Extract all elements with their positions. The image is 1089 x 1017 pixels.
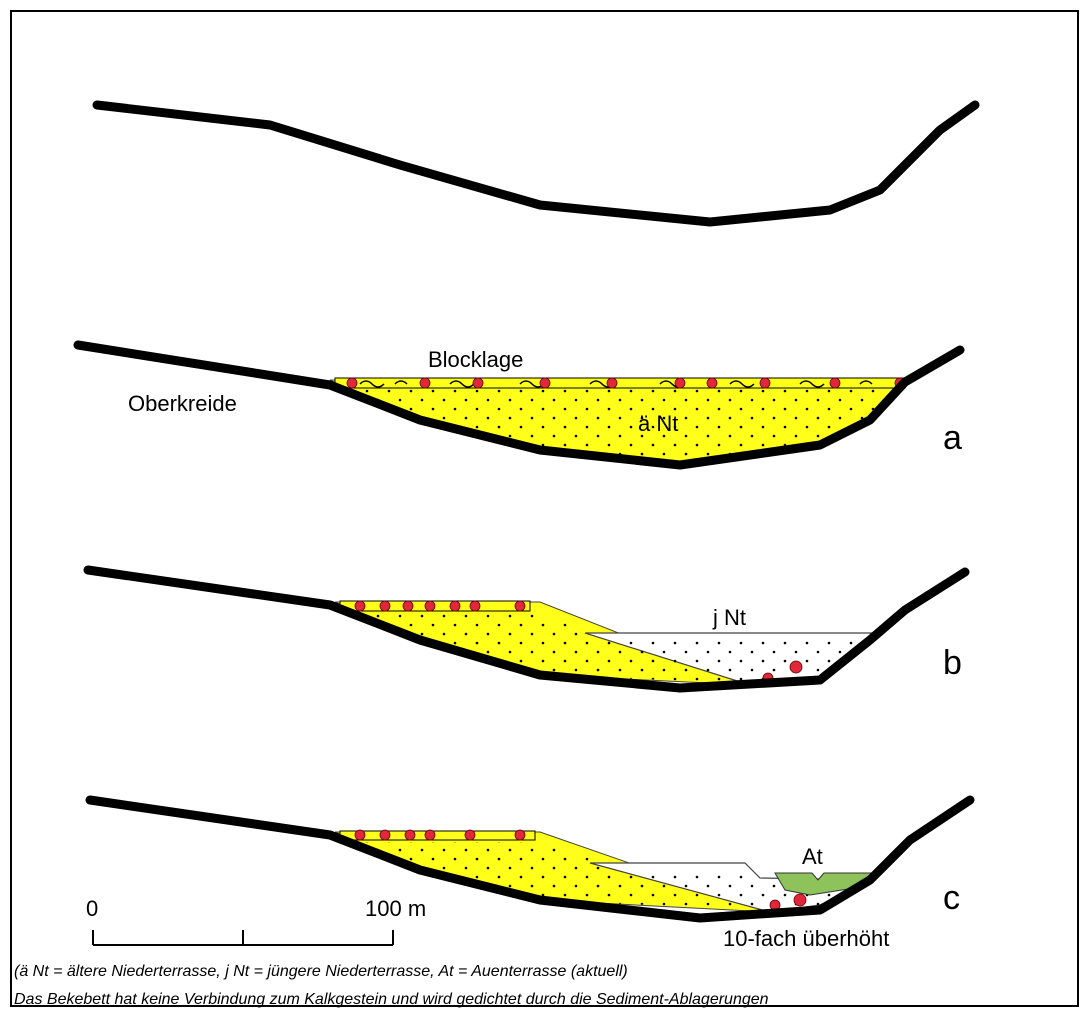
exaggeration: 10-fach überhöht <box>723 926 889 951</box>
panel-label: c <box>943 879 960 917</box>
annotation: j Nt <box>712 605 746 630</box>
scale-start: 0 <box>86 896 98 921</box>
panel-c: At c <box>85 795 975 923</box>
annotation: ä Nt <box>638 411 678 436</box>
legend-abbreviations: (ä Nt = ältere Niederterrasse, j Nt = jü… <box>14 963 628 980</box>
annotation: Oberkreide <box>128 391 237 416</box>
legend-note: Das Bekebett hat keine Verbindung zum Ka… <box>14 991 769 1008</box>
panel-label: b <box>943 644 962 682</box>
annotation: Blocklage <box>428 347 523 372</box>
panel-label: a <box>943 419 962 457</box>
scale-end: 100 m <box>365 896 426 921</box>
scale-bar <box>92 930 394 946</box>
annotation: At <box>802 844 823 869</box>
panel-b: j Nt b <box>83 565 970 693</box>
panel-a: Blocklage Oberkreide ä Nt a <box>73 340 965 470</box>
valley-profile <box>92 100 980 227</box>
